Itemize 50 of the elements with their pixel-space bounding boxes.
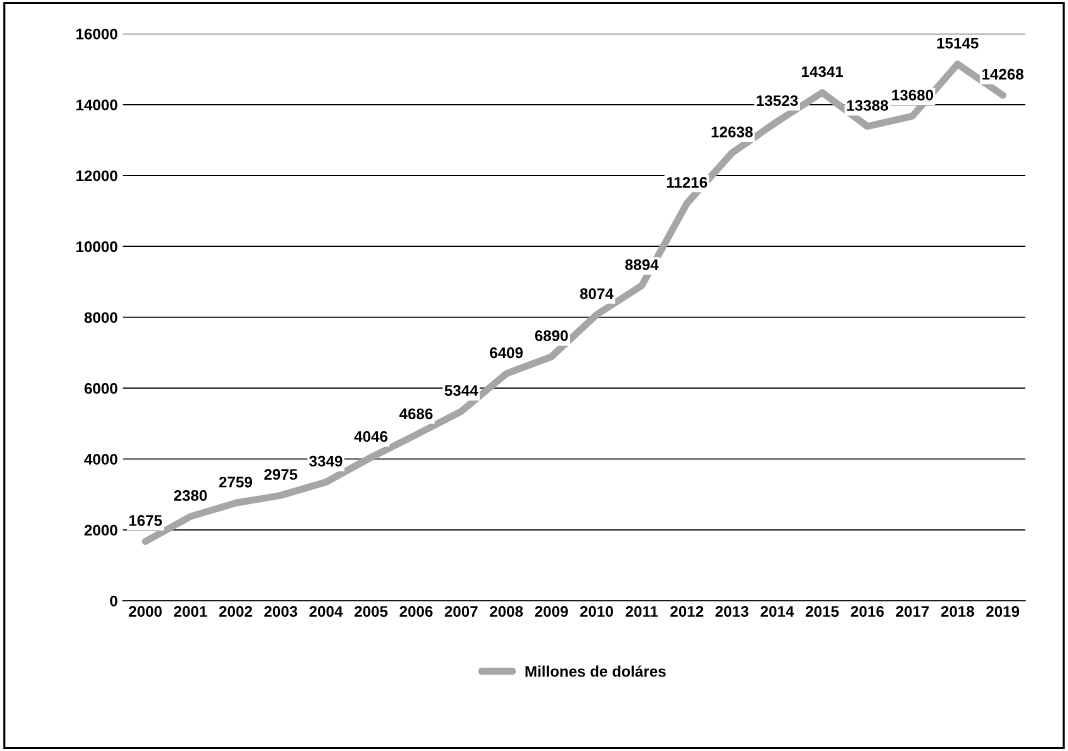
- y-tick-label: 0: [110, 595, 118, 607]
- y-tick-label: 4000: [84, 453, 118, 465]
- data-label: 2380: [174, 490, 207, 501]
- data-label: 1675: [129, 515, 162, 526]
- y-tick-label: 10000: [76, 241, 118, 253]
- data-label: 11216: [667, 176, 708, 188]
- x-tick-label: 2010: [580, 606, 613, 617]
- data-label: 2759: [219, 476, 253, 488]
- y-tick-label: 8000: [84, 312, 118, 323]
- x-tick-label: 2006: [399, 606, 433, 617]
- data-label: 14268: [982, 68, 1024, 80]
- x-tick-label: 2008: [489, 606, 523, 617]
- data-label: 15145: [937, 37, 979, 49]
- data-label: 8074: [580, 288, 614, 300]
- x-tick-label: 2016: [850, 606, 884, 617]
- y-tick-label: 6000: [84, 383, 118, 394]
- y-tick-label: 14000: [76, 99, 118, 111]
- data-label: 13680: [892, 89, 934, 101]
- x-tick-label: 2011: [625, 606, 658, 617]
- y-tick-label: 2000: [84, 524, 118, 536]
- data-label: 4686: [399, 408, 433, 420]
- data-label: 8894: [625, 259, 659, 271]
- x-tick-label: 2014: [760, 606, 795, 617]
- x-tick-label: 2012: [670, 606, 704, 617]
- data-label: 6409: [489, 347, 523, 359]
- x-tick-label: 2019: [986, 606, 1020, 617]
- data-label: 2975: [264, 469, 298, 480]
- x-tick-label: 2015: [805, 606, 839, 617]
- data-label: 4046: [354, 431, 388, 442]
- data-label: 14341: [801, 66, 844, 78]
- x-tick-label: 2009: [535, 606, 568, 617]
- data-label: 13388: [847, 100, 889, 111]
- data-label: 3349: [309, 455, 343, 467]
- data-label: 12638: [711, 126, 753, 138]
- x-tick-label: 2000: [128, 606, 162, 617]
- x-tick-label: 2002: [219, 606, 253, 617]
- data-label: 13523: [756, 95, 798, 107]
- x-tick-label: 2007: [444, 606, 478, 617]
- data-label: 5344: [444, 385, 479, 396]
- x-tick-label: 2004: [309, 606, 343, 617]
- x-tick-label: 2001: [174, 606, 208, 617]
- x-tick-label: 2005: [354, 606, 388, 617]
- data-label: 6890: [535, 330, 568, 342]
- legend-label: Millones de doláres: [525, 665, 666, 677]
- x-tick-label: 2017: [896, 606, 929, 617]
- y-tick-label: 12000: [76, 170, 118, 182]
- x-tick-label: 2003: [264, 606, 298, 617]
- x-tick-label: 2018: [941, 606, 975, 617]
- y-tick-label: 16000: [76, 28, 118, 40]
- x-tick-label: 2013: [715, 606, 749, 617]
